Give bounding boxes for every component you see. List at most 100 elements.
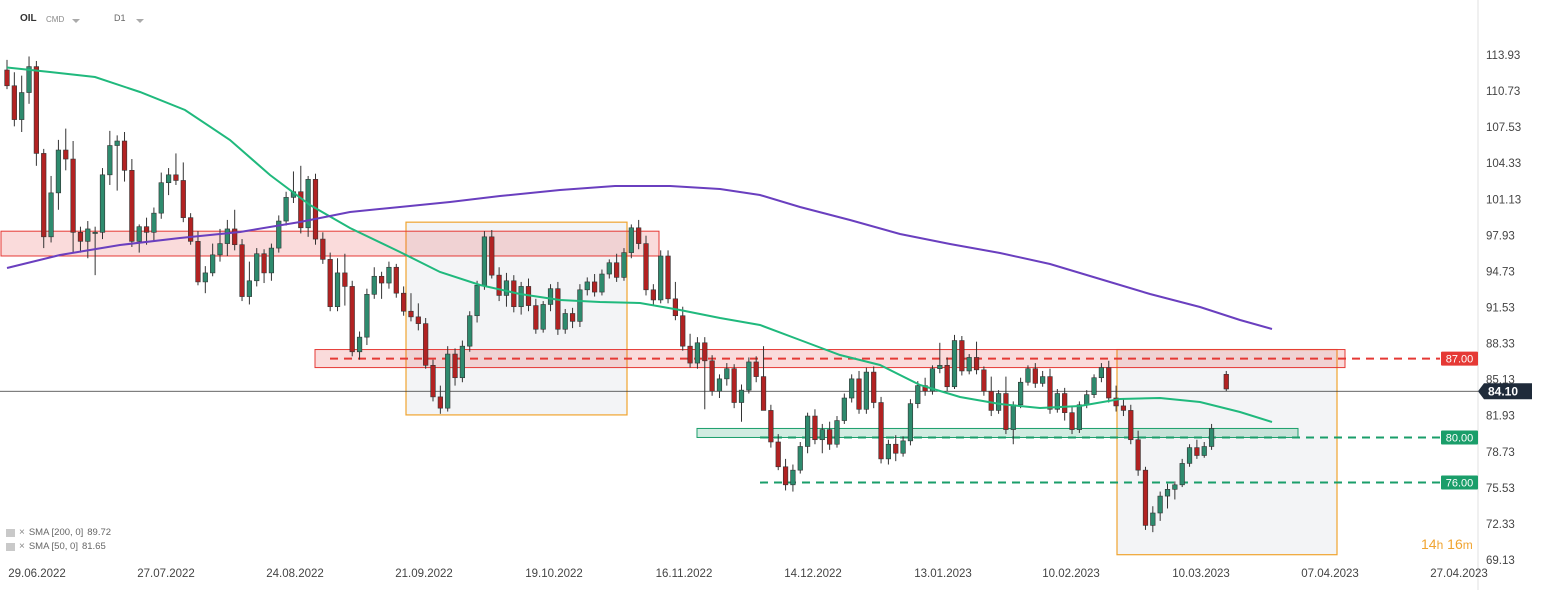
candle-body [768,410,774,443]
sma200-value: 89.72 [87,527,112,538]
candle-body [724,368,730,380]
candle-body [195,241,201,283]
candle-body [606,262,612,275]
symbol-label[interactable]: OIL [20,13,37,24]
candle-body [121,140,128,171]
candle-body [268,247,275,274]
candle-body [445,353,451,409]
candle-body [878,402,884,460]
candle-body [951,340,958,388]
candle-body [1128,410,1134,441]
candle-body [621,252,627,278]
candle-body [599,273,605,293]
x-tick-label: 27.07.2022 [137,568,195,580]
y-tick-label: 78.73 [1486,447,1515,459]
candle-body [1084,394,1090,406]
y-tick-label: 101.13 [1486,194,1521,206]
candle-body [77,232,84,242]
instrument-type-label[interactable]: CMD [46,15,65,24]
candle-body [628,227,634,253]
candle-body [1223,374,1229,390]
candle-body [1047,376,1053,410]
candle-body [1054,393,1060,410]
candle-body [1018,381,1024,406]
candle-body [944,365,950,388]
candle-body [41,153,47,238]
legend-toggle-icon[interactable] [6,528,15,537]
legend-sma-50[interactable]: × SMA [50, 0] 81.65 [6,541,106,552]
candle-body [452,353,458,379]
candle-body [496,274,502,296]
chevron-down-icon[interactable] [136,19,144,23]
candle-body [408,310,414,318]
candle-body [70,158,76,233]
candle-body [680,315,686,347]
candle-body [1091,377,1097,395]
x-tick-label: 24.08.2022 [266,568,324,580]
candle-body [790,469,796,486]
candle-body [1142,469,1149,526]
close-icon[interactable]: × [19,541,25,552]
candle-body [26,66,32,93]
y-tick-label: 110.73 [1486,86,1520,98]
candle-body [805,415,811,447]
candle-body [658,255,664,301]
candle-body [775,441,781,468]
x-tick-label: 13.01.2023 [914,568,972,580]
x-tick-label: 27.04.2023 [1430,568,1488,580]
candle-body [1157,495,1163,514]
candle-body [136,226,142,242]
candle-body [254,253,260,282]
candle-body [1062,393,1068,413]
candle-body [459,345,465,379]
y-tick-label: 81.93 [1486,411,1515,423]
level-label: 76.00 [1446,478,1474,490]
candle-body [562,313,568,330]
candle-body [885,443,891,460]
candle-body [1186,447,1193,464]
candle-body [99,174,106,233]
sma-200-line [6,185,1273,330]
level-badge [1441,351,1478,366]
candle-body [834,420,840,445]
x-tick-label: 29.06.2022 [8,568,66,580]
candle-body [636,227,642,244]
candle-body [966,357,972,372]
close-icon[interactable]: × [19,527,25,538]
candle-body [1135,439,1141,471]
candle-body [1164,489,1171,497]
candle-body [1208,428,1215,447]
legend-toggle-icon[interactable] [6,542,15,551]
chevron-down-icon[interactable] [72,19,80,23]
candle-body [959,340,965,372]
candle-body [709,360,715,392]
candle-body [753,361,759,377]
candle-body [437,396,443,409]
sma50-value: 81.65 [81,541,106,552]
candle-body [1032,368,1038,384]
candle-body [973,357,980,371]
candle-body [716,378,723,392]
y-tick-label: 104.33 [1486,158,1521,170]
candle-body [1113,397,1119,407]
candle-body [694,342,701,364]
candle-body [129,170,135,242]
candle-body [687,345,693,364]
candle-body [4,69,10,87]
candle-body [518,286,524,308]
candle-body [738,389,745,403]
legend-sma-200[interactable]: × SMA [200, 0] 89.72 [6,527,111,538]
y-tick-label: 88.33 [1486,339,1515,351]
candle-body [342,272,348,287]
candle-body [665,255,671,300]
candle-body [107,145,113,176]
timeframe-label[interactable]: D1 [114,13,126,23]
candle-body [819,429,825,441]
candle-body [915,385,921,404]
candle-body [1010,404,1016,430]
candle-body [827,429,833,445]
x-tick-label: 19.10.2022 [525,568,583,580]
candle-body [1194,447,1200,456]
candle-body [224,228,230,244]
